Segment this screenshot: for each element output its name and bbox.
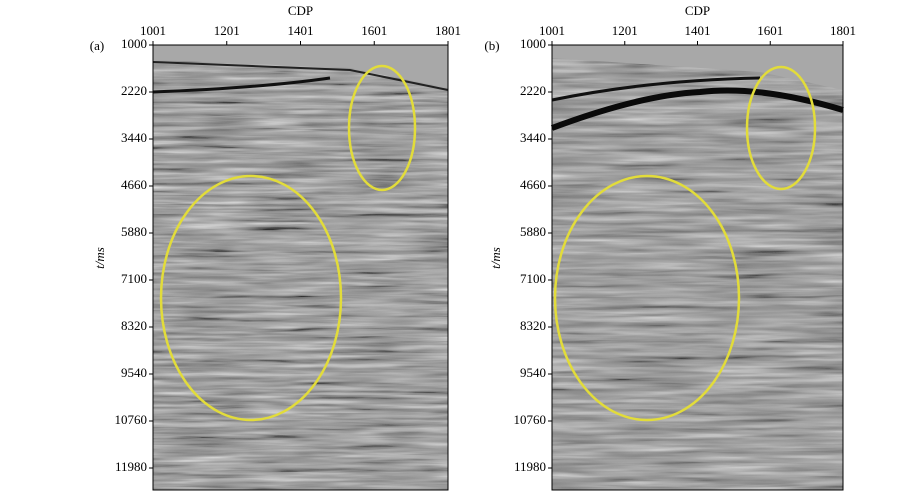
y-tick-label: 8320 <box>121 318 147 333</box>
panel-label: (b) <box>484 38 499 53</box>
no-data-area <box>552 45 843 90</box>
seismic-texture <box>153 45 448 490</box>
x-tick-label: 1401 <box>685 23 711 38</box>
no-data-area <box>153 45 448 88</box>
x-tick-label: 1801 <box>435 23 461 38</box>
x-tick-label: 1801 <box>830 23 856 38</box>
highlight-ellipse <box>347 64 417 192</box>
reflector <box>550 87 844 131</box>
seismic-texture <box>552 45 843 490</box>
y-tick-label: 2220 <box>520 83 546 98</box>
panel-a: (a) CDP t/ms 1001 1201 1401 1601 1801 1000 2220 34… <box>90 3 461 491</box>
y-tick-label: 7100 <box>520 271 546 286</box>
highlight-ellipse <box>745 65 817 191</box>
x-tick-label: 1201 <box>214 23 240 38</box>
y-tick-label: 1000 <box>121 36 147 51</box>
highlight-ellipse <box>159 174 343 422</box>
y-axis-title: t/ms <box>92 247 107 269</box>
x-tick-label: 1401 <box>288 23 314 38</box>
reflector <box>551 76 761 102</box>
panel-b: (b) CDP t/ms 1001 1201 1401 1601 1801 1000 2220 34… <box>484 3 856 491</box>
y-tick-label: 8320 <box>520 318 546 333</box>
x-axis-title: CDP <box>288 3 313 18</box>
y-tick-label: 4660 <box>520 177 546 192</box>
panel-label: (a) <box>90 38 104 53</box>
y-tick-label: 5880 <box>520 224 546 239</box>
y-tick-label: 9540 <box>121 365 147 380</box>
y-tick-label: 2220 <box>121 83 147 98</box>
x-axis-title: CDP <box>685 3 710 18</box>
reflector <box>152 76 331 94</box>
y-tick-label: 5880 <box>121 224 147 239</box>
x-tick-label: 1601 <box>361 23 387 38</box>
x-tick-label: 1001 <box>539 23 565 38</box>
y-tick-label: 11980 <box>514 459 546 474</box>
x-tick-label: 1601 <box>757 23 783 38</box>
y-tick-label: 10760 <box>115 412 148 427</box>
y-tick-label: 4660 <box>121 177 147 192</box>
y-tick-label: 10760 <box>514 412 547 427</box>
x-tick-label: 1201 <box>612 23 638 38</box>
y-tick-label: 9540 <box>520 365 546 380</box>
seabed-reflector <box>152 61 449 91</box>
y-tick-label: 1000 <box>520 36 546 51</box>
y-tick-label: 11980 <box>115 459 147 474</box>
y-axis-title: t/ms <box>488 247 503 269</box>
y-tick-label: 7100 <box>121 271 147 286</box>
y-tick-label: 3440 <box>520 130 546 145</box>
y-tick-label: 3440 <box>121 130 147 145</box>
x-tick-label: 1001 <box>140 23 166 38</box>
highlight-ellipse <box>553 174 741 422</box>
